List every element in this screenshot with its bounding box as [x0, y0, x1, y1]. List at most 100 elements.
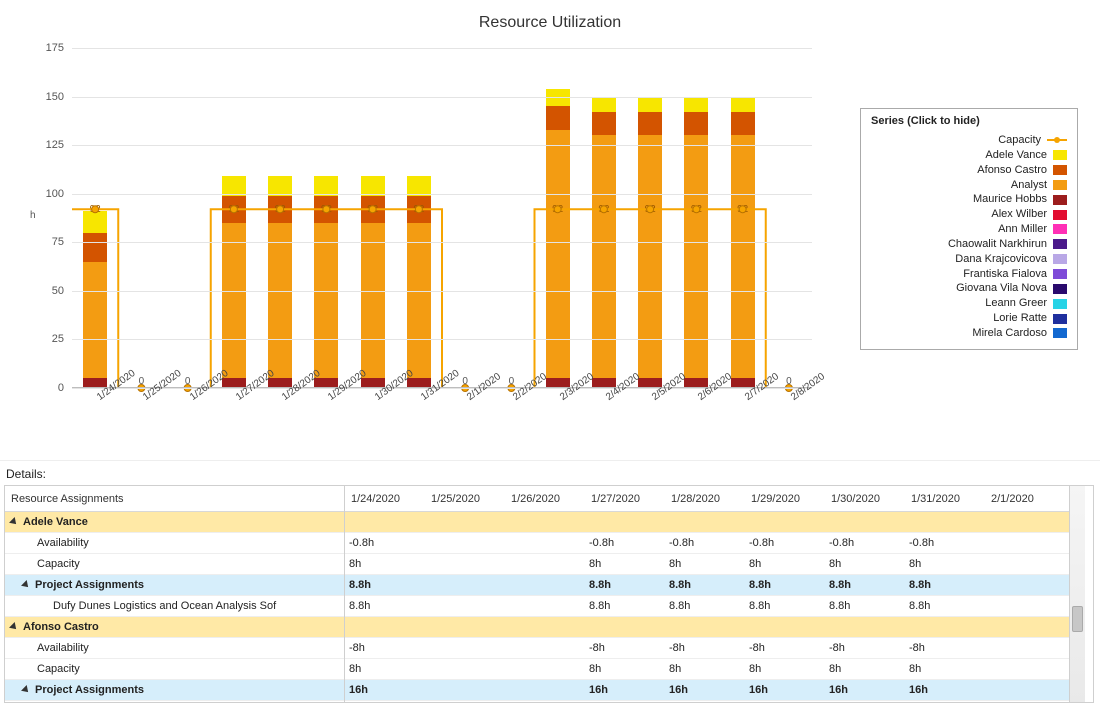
date-header-cell[interactable]: 1/24/2020 [345, 493, 425, 505]
legend-item[interactable]: Dana Krajcovicova [871, 252, 1067, 267]
bar-slot[interactable]: 92 [72, 48, 118, 388]
expand-icon[interactable] [9, 622, 19, 632]
vertical-scrollbar[interactable] [1069, 486, 1085, 702]
legend-item[interactable]: Ann Miller [871, 222, 1067, 237]
row-label: Adele Vance [23, 516, 88, 528]
data-cell: 8h [825, 558, 905, 570]
data-cell: 8h [345, 558, 425, 570]
x-tick-slot: 1/27/2020 [211, 390, 257, 440]
data-cell: 8.8h [905, 600, 985, 612]
details-grid: Resource Assignments Adele Vance Availabi… [4, 485, 1094, 703]
detail-row[interactable]: Availability [5, 638, 344, 659]
legend-item-label: Ann Miller [998, 222, 1047, 237]
bar-slot[interactable]: 92 [720, 48, 766, 388]
scrollbar-thumb[interactable] [1072, 606, 1083, 632]
legend-item[interactable]: Adele Vance [871, 148, 1067, 163]
bar-slot[interactable]: 92 [581, 48, 627, 388]
bar-slot[interactable]: 0 [118, 48, 164, 388]
date-header-cell[interactable]: 1/26/2020 [505, 493, 585, 505]
bar-stack: 92 [314, 176, 338, 388]
data-cell: 16h [665, 684, 745, 696]
data-cell: 8h [345, 663, 425, 675]
data-row[interactable]: 8h8h8h8h8h8h [345, 701, 1069, 702]
capacity-value-label: 92 [228, 204, 239, 215]
x-tick-slot: 2/5/2020 [627, 390, 673, 440]
legend-item-label: Adele Vance [985, 148, 1047, 163]
data-row[interactable]: 16h16h16h16h16h16h [345, 680, 1069, 701]
bar-slot[interactable]: 0 [442, 48, 488, 388]
detail-row[interactable]: Availability [5, 533, 344, 554]
data-row[interactable]: -0.8h-0.8h-0.8h-0.8h-0.8h-0.8h [345, 533, 1069, 554]
legend-box: Series (Click to hide) CapacityAdele Van… [860, 108, 1078, 350]
data-cell: -8h [665, 642, 745, 654]
legend-color-swatch [1053, 150, 1067, 160]
row-label: Availability [37, 537, 89, 549]
bar-slot[interactable]: 92 [535, 48, 581, 388]
bar-slot[interactable]: 92 [350, 48, 396, 388]
data-row[interactable]: 8.8h8.8h8.8h8.8h8.8h8.8h [345, 575, 1069, 596]
bar-slot[interactable]: 92 [211, 48, 257, 388]
expand-icon[interactable] [9, 517, 19, 527]
bar-slot[interactable]: 0 [165, 48, 211, 388]
legend-item[interactable]: Lorie Ratte [871, 311, 1067, 326]
capacity-value-label: 92 [413, 204, 424, 215]
row-label: Project Assignments [35, 579, 144, 591]
expand-icon[interactable] [21, 685, 31, 695]
data-cell: -0.8h [345, 537, 425, 549]
date-header-cell[interactable]: 1/30/2020 [825, 493, 905, 505]
x-tick-slot: 1/28/2020 [257, 390, 303, 440]
bar-slot[interactable]: 0 [488, 48, 534, 388]
date-header-cell[interactable]: 1/29/2020 [745, 493, 825, 505]
date-header-cell[interactable]: 1/28/2020 [665, 493, 745, 505]
bar-slot[interactable]: 92 [673, 48, 719, 388]
data-row[interactable]: -8h-8h-8h-8h-8h-8h [345, 638, 1069, 659]
data-row[interactable]: 8.8h8.8h8.8h8.8h8.8h8.8h [345, 596, 1069, 617]
legend-item-label: Capacity [998, 133, 1041, 148]
detail-row[interactable]: Diamond Wi-fi Communication Protocol for [5, 701, 344, 702]
bar-slot[interactable]: 92 [627, 48, 673, 388]
resource-group-row[interactable]: Afonso Castro [5, 617, 344, 638]
x-tick-slot: 2/1/2020 [442, 390, 488, 440]
data-row[interactable]: 8h8h8h8h8h8h [345, 554, 1069, 575]
legend-item[interactable]: Chaowalit Narkhirun [871, 237, 1067, 252]
legend-item[interactable]: Mirela Cardoso [871, 326, 1067, 341]
y-tick-label: 50 [34, 285, 64, 297]
data-cell: -0.8h [585, 537, 665, 549]
legend-item-label: Chaowalit Narkhirun [948, 237, 1047, 252]
data-row[interactable] [345, 512, 1069, 533]
expand-icon[interactable] [21, 580, 31, 590]
date-header-cell[interactable]: 1/27/2020 [585, 493, 665, 505]
date-header-cell[interactable]: 1/31/2020 [905, 493, 985, 505]
data-row[interactable] [345, 617, 1069, 638]
bar-slot[interactable]: 92 [396, 48, 442, 388]
legend-item-label: Lorie Ratte [993, 311, 1047, 326]
detail-row[interactable]: Dufy Dunes Logistics and Ocean Analysis … [5, 596, 344, 617]
bar-value-label: 0 [786, 376, 792, 387]
resource-group-row[interactable]: Adele Vance [5, 512, 344, 533]
legend-item[interactable]: Leann Greer [871, 296, 1067, 311]
legend-item[interactable]: Capacity [871, 133, 1067, 148]
bar-stack: 92 [268, 176, 292, 388]
project-assignments-row[interactable]: Project Assignments [5, 680, 344, 701]
bar-slot[interactable]: 0 [766, 48, 812, 388]
legend-item[interactable]: Giovana Vila Nova [871, 281, 1067, 296]
date-header-cell[interactable]: 2/1/2020 [985, 493, 1065, 505]
row-label: Project Assignments [35, 684, 144, 696]
legend-item[interactable]: Afonso Castro [871, 163, 1067, 178]
data-cell: -0.8h [665, 537, 745, 549]
legend-item[interactable]: Frantiska Fialova [871, 267, 1067, 282]
bar-slot[interactable]: 92 [303, 48, 349, 388]
grid-left-pane: Resource Assignments Adele Vance Availabi… [5, 486, 345, 702]
detail-row[interactable]: Capacity [5, 659, 344, 680]
date-header-cell[interactable]: 1/25/2020 [425, 493, 505, 505]
bar-slot[interactable]: 92 [257, 48, 303, 388]
detail-row[interactable]: Capacity [5, 554, 344, 575]
legend-color-swatch [1053, 284, 1067, 294]
project-assignments-row[interactable]: Project Assignments [5, 575, 344, 596]
data-row[interactable]: 8h8h8h8h8h8h [345, 659, 1069, 680]
legend-item[interactable]: Alex Wilber [871, 207, 1067, 222]
legend-item[interactable]: Maurice Hobbs [871, 192, 1067, 207]
legend-item[interactable]: Analyst [871, 178, 1067, 193]
grid-left-header: Resource Assignments [5, 486, 344, 512]
legend-item-label: Mirela Cardoso [972, 326, 1047, 341]
